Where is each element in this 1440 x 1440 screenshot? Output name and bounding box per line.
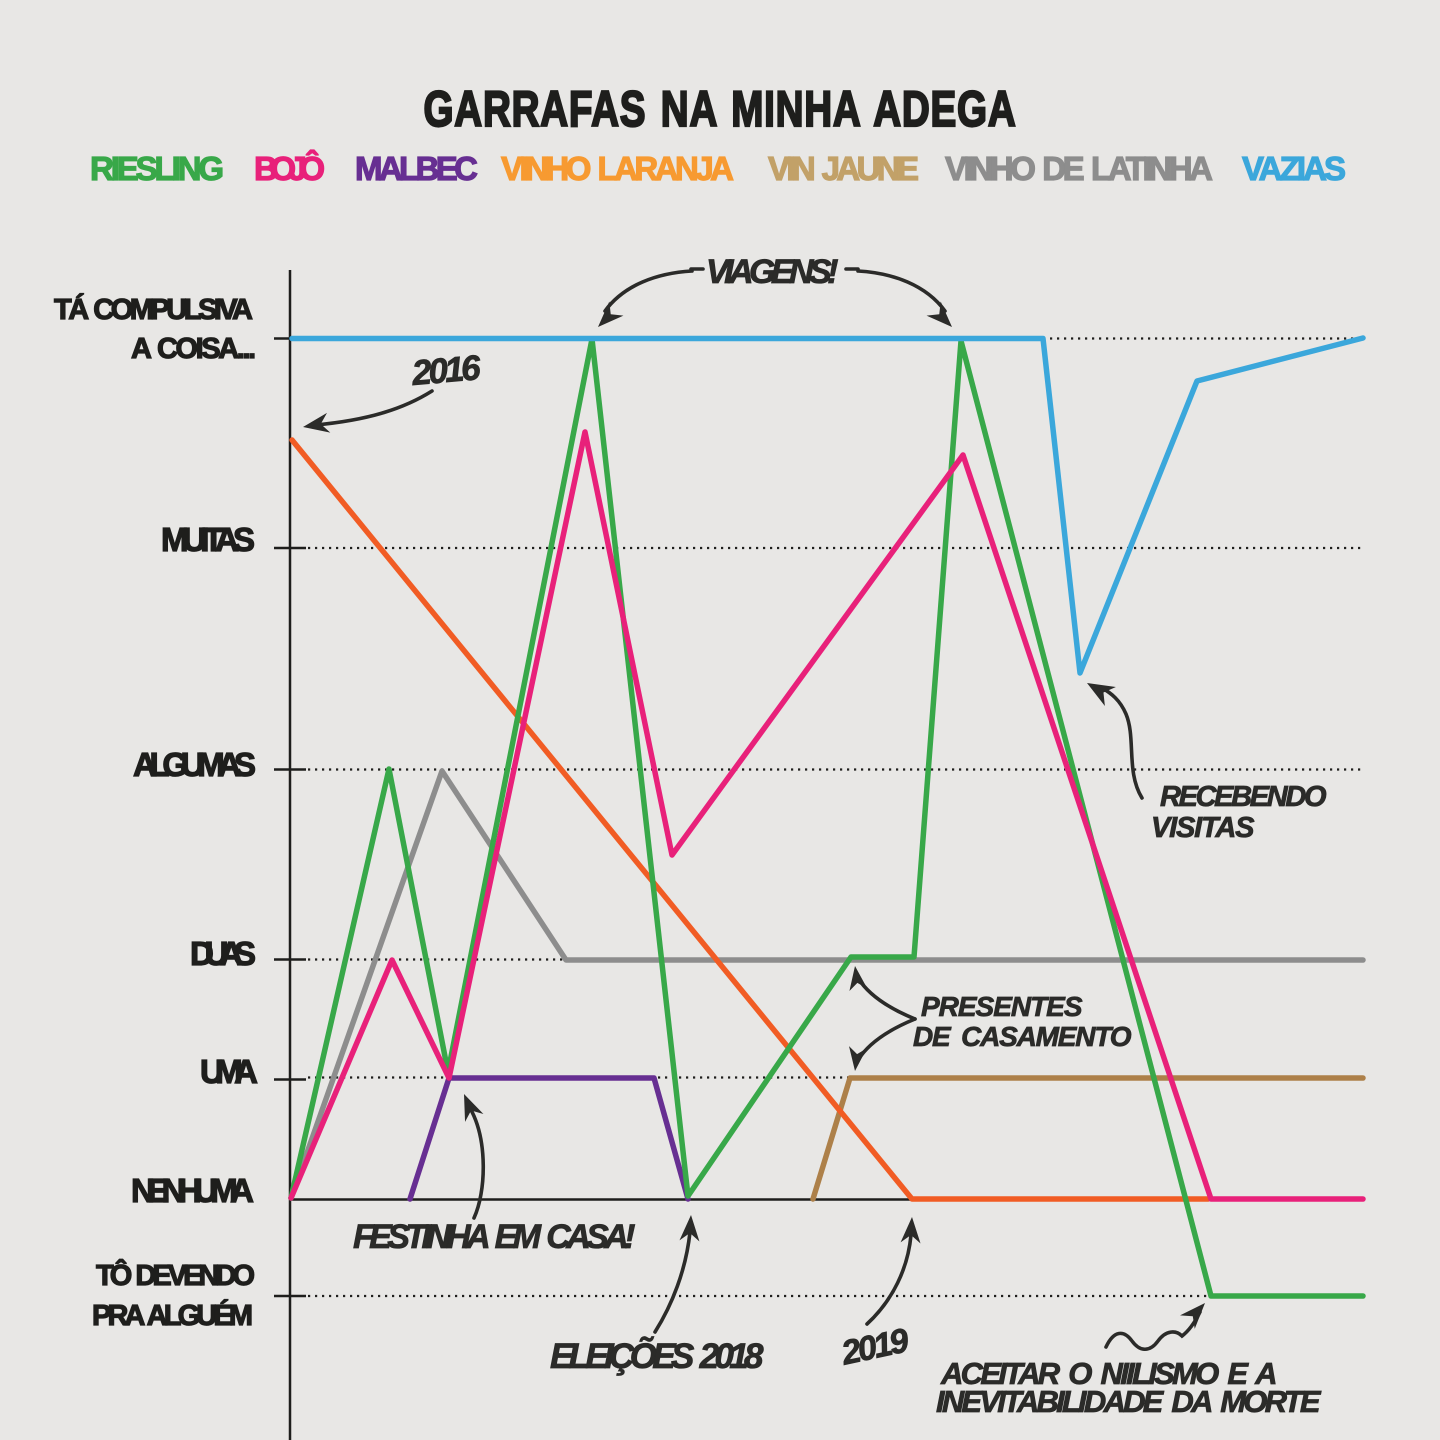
svg-text:INEVITABILIDADE DA MORTE: INEVITABILIDADE DA MORTE	[936, 1384, 1322, 1419]
svg-text:RECEBENDO: RECEBENDO	[1160, 781, 1328, 813]
svg-text:GARRAFAS NA MINHA ADEGA: GARRAFAS NA MINHA ADEGA	[424, 80, 1017, 137]
svg-text:MUITAS: MUITAS	[161, 521, 257, 558]
svg-text:DUAS: DUAS	[190, 935, 258, 972]
svg-text:A COISA...: A COISA...	[131, 333, 258, 365]
svg-text:VINHO DE LATINHA: VINHO DE LATINHA	[945, 150, 1215, 187]
svg-text:VIAGENS!: VIAGENS!	[706, 253, 840, 291]
svg-text:VISITAS: VISITAS	[1151, 812, 1256, 844]
svg-text:ELEIÇÕES 2018: ELEIÇÕES 2018	[550, 1336, 765, 1376]
svg-text:PRA ALGUÉM: PRA ALGUÉM	[92, 1298, 255, 1332]
svg-text:2016: 2016	[409, 348, 483, 393]
svg-text:MALBEC: MALBEC	[355, 150, 480, 187]
svg-text:TÁ COMPULSIVA: TÁ COMPULSIVA	[54, 292, 255, 326]
svg-text:VINHO LARANJA: VINHO LARANJA	[501, 150, 736, 187]
svg-text:DE CASAMENTO: DE CASAMENTO	[913, 1021, 1133, 1052]
svg-text:ACEITAR O NIILISMO E A: ACEITAR O NIILISMO E A	[940, 1356, 1279, 1391]
svg-text:RIESLING: RIESLING	[90, 150, 226, 187]
svg-text:NENHUMA: NENHUMA	[131, 1172, 256, 1209]
svg-text:PRESENTES: PRESENTES	[921, 991, 1084, 1022]
svg-text:FESTINHA EM CASA!: FESTINHA EM CASA!	[353, 1218, 637, 1256]
svg-text:VIN JAUNE: VIN JAUNE	[768, 150, 921, 187]
svg-text:UMA: UMA	[200, 1053, 260, 1090]
svg-text:TÔ DEVENDO: TÔ DEVENDO	[96, 1258, 257, 1292]
svg-text:BOJÔ: BOJÔ	[254, 149, 327, 187]
svg-text:VAZIAS: VAZIAS	[1242, 150, 1348, 187]
svg-text:ALGUMAS: ALGUMAS	[133, 746, 258, 783]
